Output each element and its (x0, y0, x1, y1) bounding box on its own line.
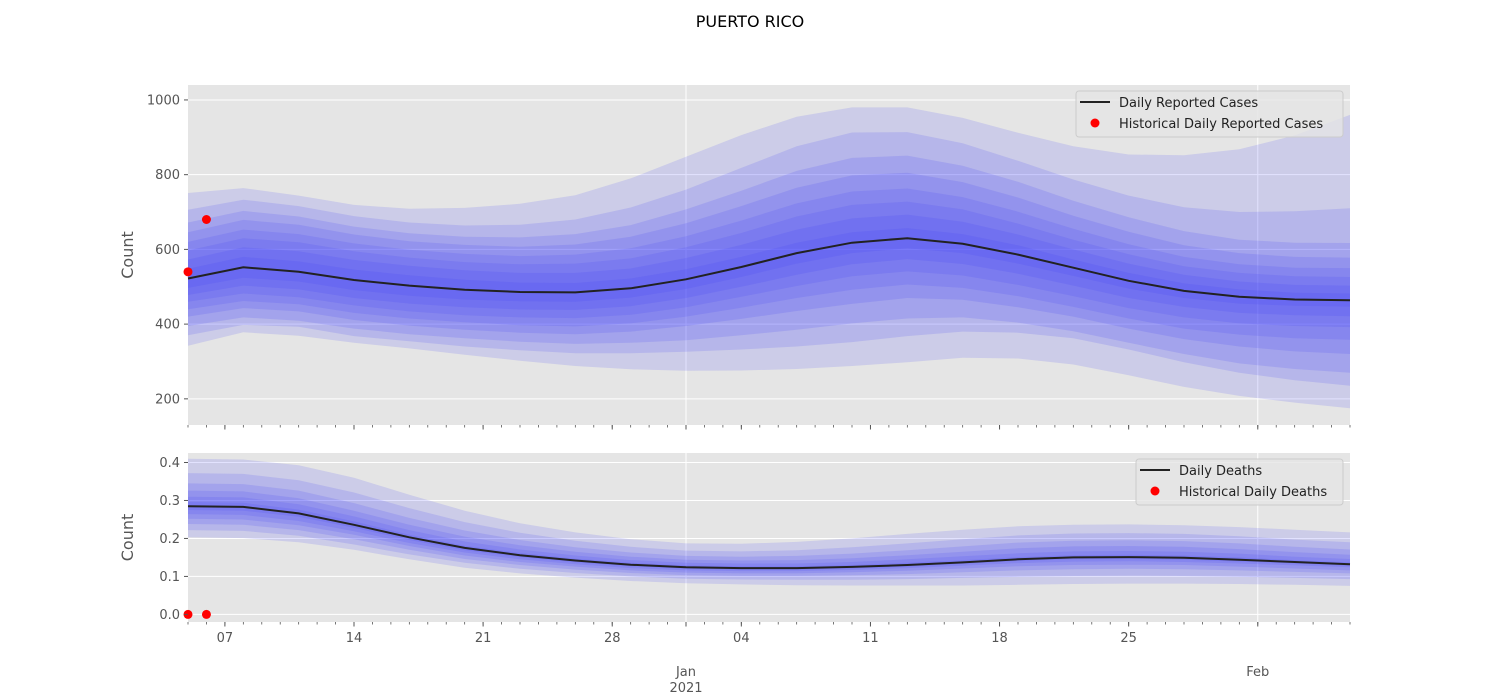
legend-point-swatch (1150, 486, 1160, 496)
y-tick-label: 400 (155, 318, 180, 333)
x-year-label: 2021 (669, 681, 702, 696)
uncertainty-band (188, 188, 1350, 340)
legend-label: Daily Reported Cases (1119, 96, 1258, 111)
historical-point (183, 267, 193, 277)
y-tick-label: 600 (155, 243, 180, 258)
x-tick-label: Jan (675, 665, 696, 680)
uncertainty-band (188, 228, 1350, 307)
x-tick-label: 14 (346, 631, 363, 646)
x-tick-label: 21 (475, 631, 492, 646)
historical-point (201, 215, 211, 225)
uncertainty-band (188, 490, 1350, 574)
y-tick-label: 0.1 (159, 570, 180, 585)
x-tick-label: 25 (1120, 631, 1137, 646)
uncertainty-band (188, 473, 1350, 580)
y-axis-label: Count (118, 231, 137, 279)
x-tick-label: 18 (991, 631, 1008, 646)
uncertainty-band (188, 132, 1350, 386)
figure-title: PUERTO RICO (695, 12, 805, 31)
historical-point (201, 609, 211, 619)
x-tick-label: Feb (1246, 665, 1269, 680)
chart-deaths: 0.0 0.1 0.2 0.3 0.4 07 14 21 28 Jan 04 11 18 25 Feb 202… (118, 453, 1351, 696)
chart-cases: 200 400 600 800 1000 Count Daily Reported Case… (118, 85, 1351, 430)
legend-box (1075, 90, 1344, 138)
y-axis-label: Count (118, 514, 137, 562)
y-tick-label: 0.0 (159, 608, 180, 623)
legend-label: Historical Daily Reported Cases (1119, 117, 1323, 132)
y-tick-label: 0.2 (159, 532, 180, 547)
legend-label: Daily Deaths (1179, 464, 1262, 479)
series-line-deaths (187, 505, 1351, 570)
uncertainty-band (188, 483, 1350, 576)
uncertainty-band (188, 496, 1350, 572)
y-tick-label: 1000 (147, 93, 180, 108)
legend-point-swatch (1090, 118, 1100, 128)
uncertainty-band (188, 172, 1350, 354)
y-tick-label: 0.4 (159, 456, 180, 471)
series-line-cases (187, 237, 1351, 302)
y-tick-label: 200 (155, 392, 180, 407)
y-tick-label: 800 (155, 168, 180, 183)
legend-box (1135, 458, 1344, 506)
y-tick-label: 0.3 (159, 494, 180, 509)
legend-deaths: Daily Deaths Historical Daily Deaths (1135, 458, 1344, 506)
uncertainty-band (188, 107, 1350, 409)
uncertainty-band (188, 155, 1350, 373)
x-tick-label: 11 (862, 631, 879, 646)
x-tick-label: 07 (217, 631, 234, 646)
uncertainty-band (188, 458, 1350, 586)
legend-label: Historical Daily Deaths (1179, 485, 1327, 500)
x-tick-label: 04 (733, 631, 750, 646)
x-tick-label: 28 (604, 631, 621, 646)
uncertainty-band (188, 201, 1350, 328)
legend-cases: Daily Reported Cases Historical Daily Rep… (1075, 90, 1344, 138)
plot-area-cases (188, 85, 1350, 425)
